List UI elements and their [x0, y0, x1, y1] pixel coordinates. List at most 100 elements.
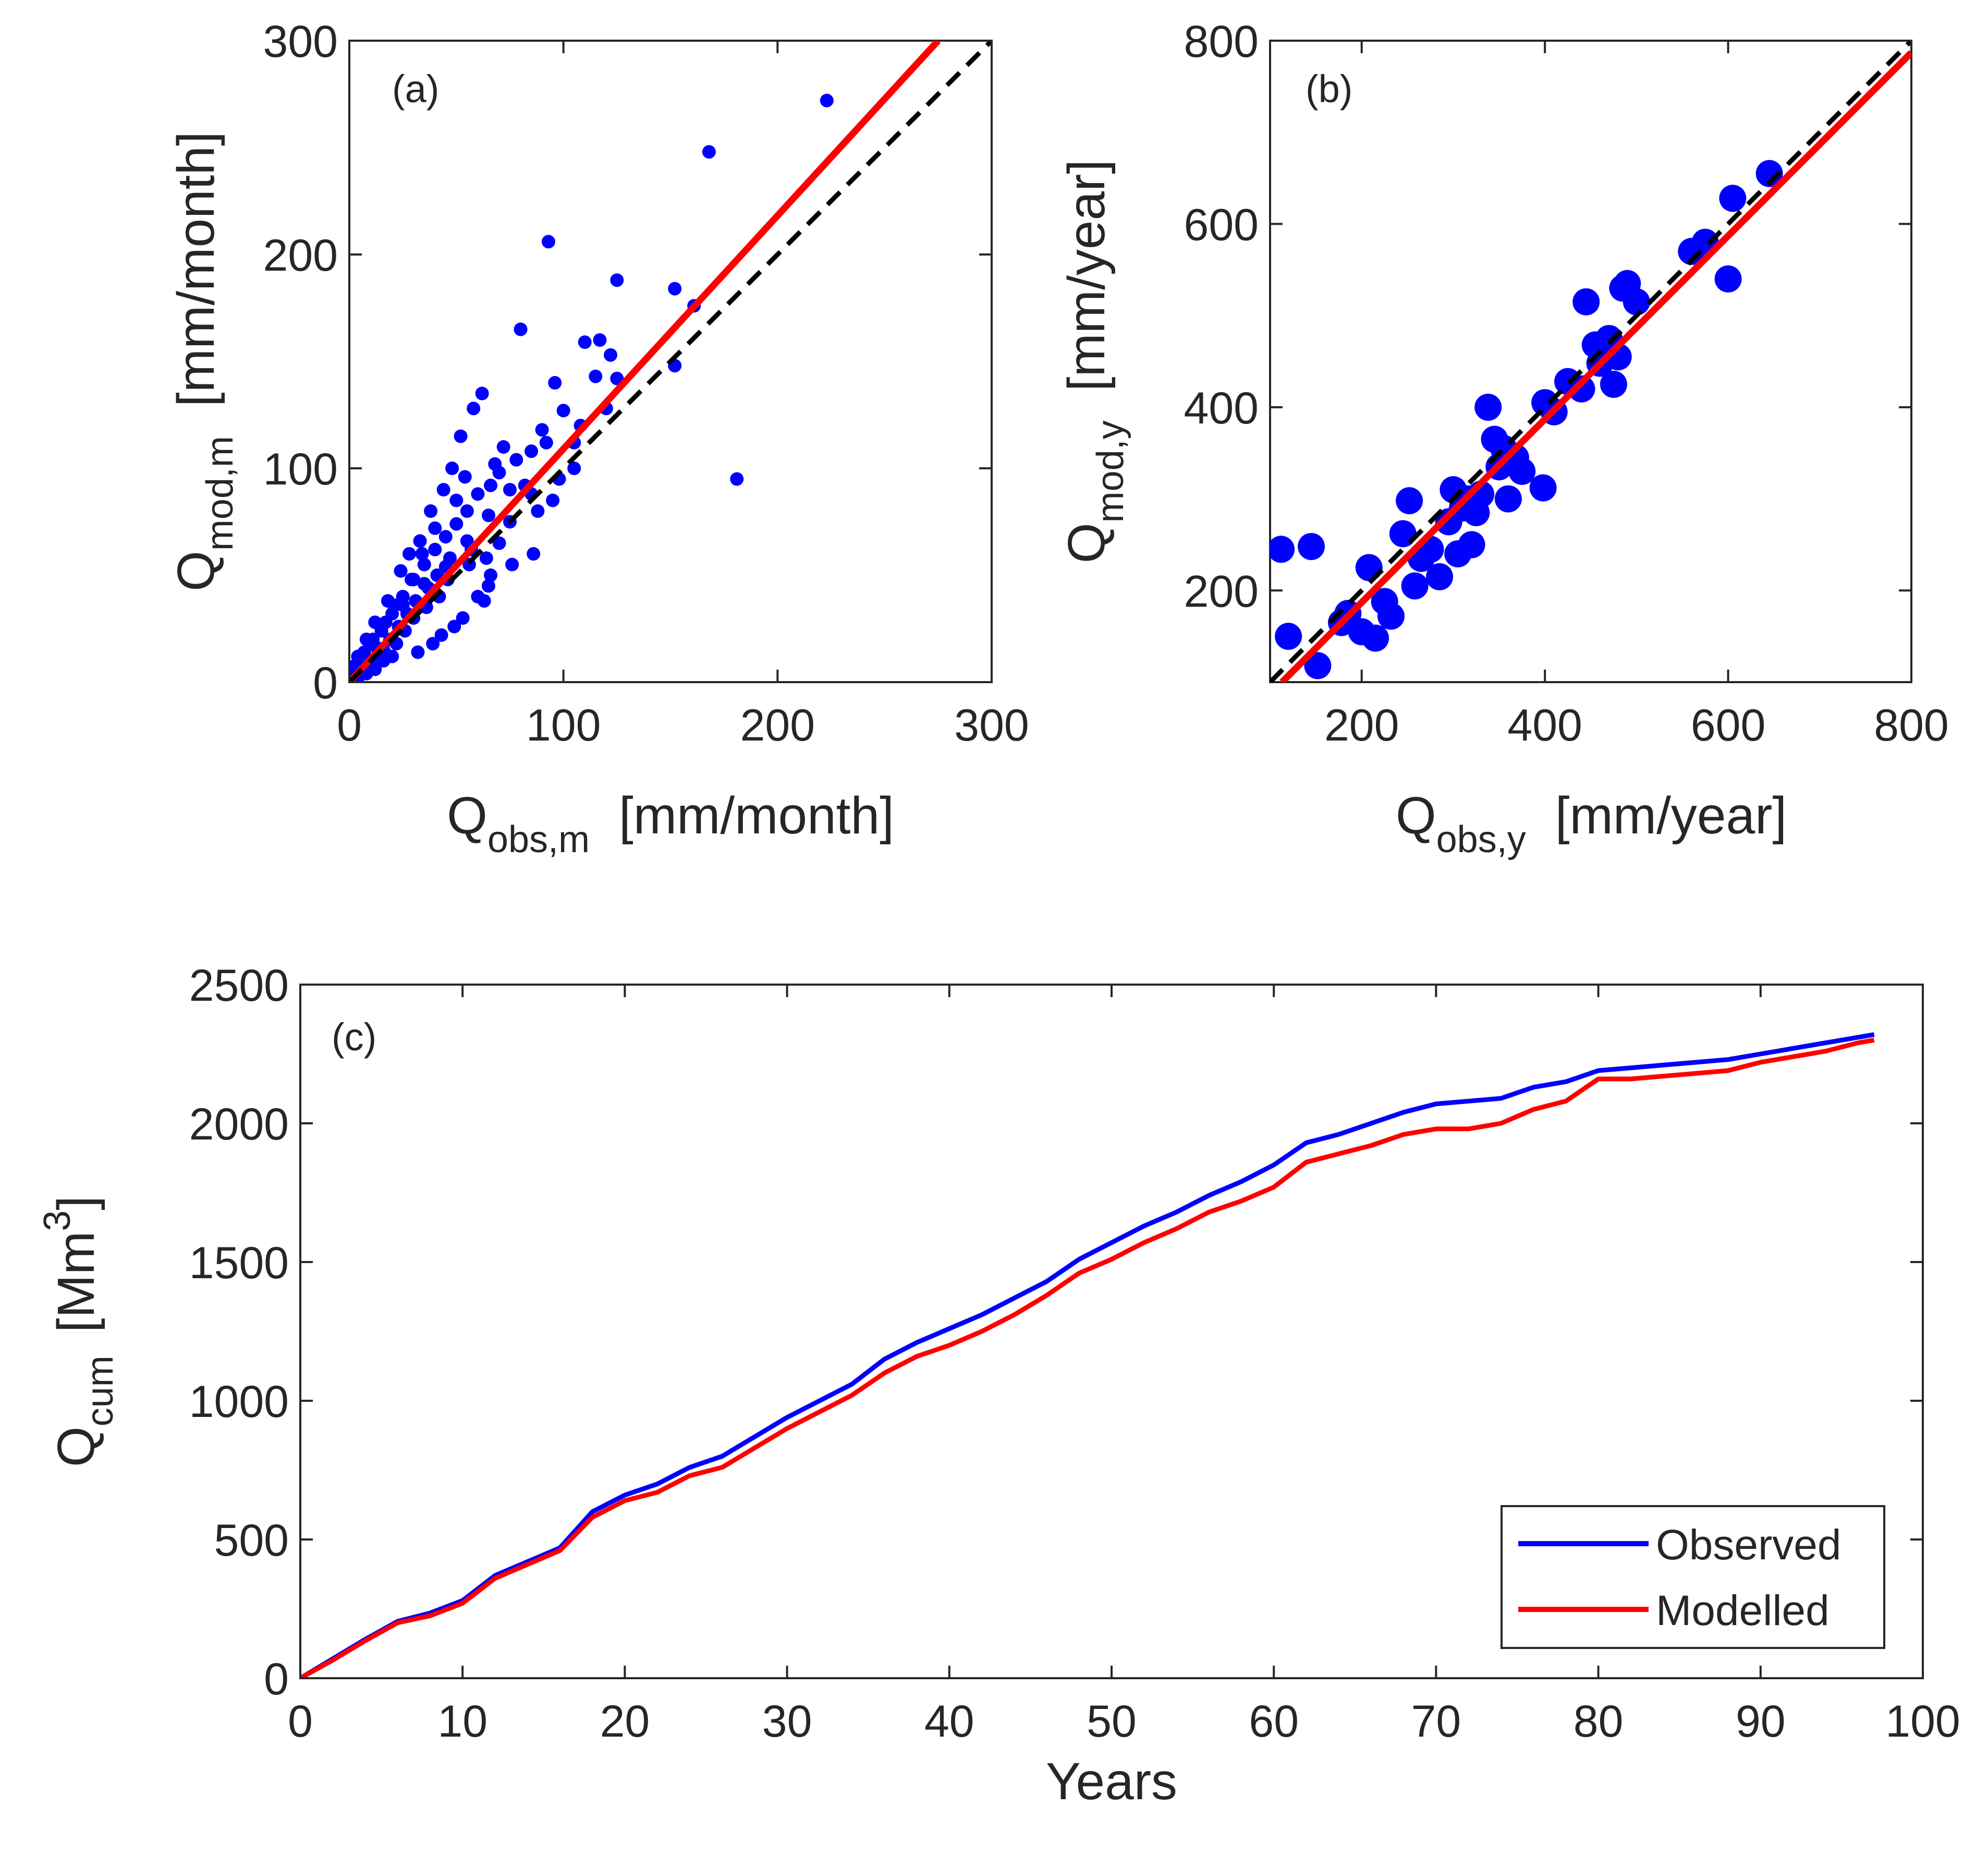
data-point — [424, 504, 438, 518]
data-point — [428, 521, 442, 535]
data-point — [492, 536, 506, 550]
data-point — [589, 369, 603, 383]
data-point — [449, 493, 464, 507]
data-point — [415, 547, 429, 561]
data-point — [525, 444, 539, 458]
data-point — [374, 624, 388, 638]
data-point — [449, 517, 464, 531]
data-point — [1572, 288, 1600, 316]
data-point — [1755, 160, 1783, 187]
data-point — [477, 594, 491, 608]
data-point — [428, 542, 442, 556]
data-point — [471, 487, 485, 501]
data-point — [548, 376, 562, 390]
data-point — [567, 462, 581, 475]
data-point — [1458, 531, 1485, 559]
y-tick-label: 0 — [313, 658, 338, 708]
regression-line — [349, 41, 941, 682]
x-tick-label: 0 — [337, 700, 362, 750]
data-point — [1508, 457, 1536, 485]
data-point — [496, 440, 510, 454]
y-tick-label: 2000 — [189, 1099, 289, 1149]
x-tick-label: 70 — [1411, 1696, 1461, 1747]
data-point — [1275, 623, 1302, 650]
data-point — [610, 273, 624, 287]
data-point — [460, 504, 474, 518]
data-point — [527, 547, 541, 561]
y-tick-label: 1000 — [189, 1377, 289, 1427]
data-point — [481, 508, 495, 523]
y-tick-label: 800 — [1184, 17, 1259, 67]
data-point — [488, 457, 502, 471]
legend-label-observed: Observed — [1656, 1521, 1841, 1569]
data-point — [535, 423, 549, 437]
regression-line — [1279, 50, 1911, 682]
panel-a-ticks: 0 100 200 300 0 100 200 300 — [263, 17, 1029, 750]
x-tick-label: 100 — [526, 700, 601, 750]
x-tick-label: 200 — [740, 700, 815, 750]
y-tick-label: 2500 — [189, 961, 289, 1011]
panel-a-label: (a) — [392, 67, 439, 111]
data-point — [1623, 288, 1650, 316]
panel-a-marks — [349, 41, 992, 682]
y-tick-label: 300 — [263, 17, 338, 67]
data-point — [1714, 265, 1742, 293]
data-point — [1298, 532, 1325, 560]
panel-a-ylabel: Qmod,m[mm/month] — [167, 131, 241, 591]
data-point — [1401, 572, 1429, 600]
data-point — [454, 429, 468, 443]
y-tick-label: 600 — [1184, 200, 1259, 250]
panel-c-marks — [300, 1032, 1875, 1678]
data-point — [484, 478, 498, 492]
data-point — [438, 530, 453, 544]
data-point — [405, 573, 419, 587]
series-line-modelled — [300, 1037, 1875, 1678]
plot-2-series — [300, 1032, 1875, 1678]
x-tick-label: 100 — [1885, 1696, 1960, 1747]
data-point — [1474, 393, 1502, 421]
data-point — [541, 235, 555, 249]
y-tick-label: 200 — [1184, 566, 1259, 616]
data-point — [505, 557, 519, 572]
panel-c-xlabel: Years — [1046, 1752, 1177, 1811]
data-point — [447, 620, 461, 634]
data-point — [413, 534, 427, 548]
x-tick-label: 30 — [762, 1696, 812, 1747]
x-tick-label: 90 — [1736, 1696, 1786, 1747]
panel-b-ticks: 200 400 600 800 200 400 600 800 — [1184, 17, 1949, 750]
data-point — [467, 402, 481, 416]
data-point — [1426, 563, 1454, 590]
x-tick-label: 20 — [600, 1696, 650, 1747]
data-point — [1355, 554, 1383, 581]
data-point — [1362, 624, 1389, 652]
x-tick-label: 10 — [437, 1696, 487, 1747]
x-tick-label: 400 — [1507, 700, 1582, 750]
panel-a-xlabel: Qobs,m [mm/month] — [447, 786, 894, 860]
y-tick-label: 400 — [1184, 383, 1259, 433]
x-tick-label: 200 — [1324, 700, 1399, 750]
panel-b: 200 400 600 800 200 400 600 800 (b) Qobs,y [mm/y… — [1057, 17, 1949, 860]
plot-0-series — [349, 41, 992, 682]
x-tick-label: 800 — [1874, 700, 1949, 750]
data-point — [730, 472, 744, 486]
data-point — [479, 551, 493, 565]
x-tick-label: 40 — [924, 1696, 974, 1747]
plot-1-series — [1270, 41, 1911, 682]
x-tick-label: 60 — [1249, 1696, 1299, 1747]
data-point — [509, 453, 523, 467]
data-point — [1270, 536, 1295, 563]
one-to-one-line — [349, 41, 992, 682]
data-point — [460, 534, 474, 548]
data-point — [539, 435, 553, 450]
data-point — [546, 493, 560, 507]
data-point — [445, 462, 459, 475]
data-point — [436, 483, 450, 496]
data-point — [484, 568, 498, 582]
data-point — [402, 547, 416, 561]
data-point — [458, 470, 472, 484]
x-tick-label: 80 — [1574, 1696, 1624, 1747]
x-tick-label: 0 — [288, 1696, 313, 1747]
data-point — [514, 322, 528, 336]
y-tick-label: 500 — [214, 1515, 289, 1566]
panel-b-marks — [1270, 41, 1911, 682]
